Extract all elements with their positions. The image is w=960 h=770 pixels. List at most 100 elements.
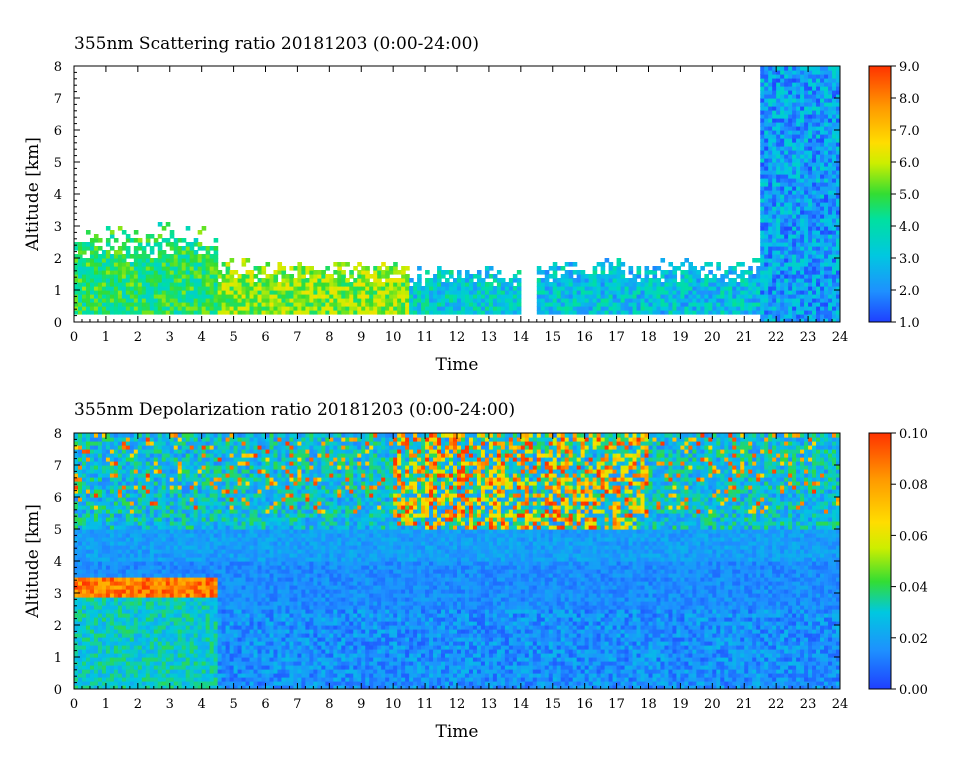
heatmap-cell <box>812 310 817 315</box>
heatmap-cell <box>85 258 91 263</box>
heatmap-cell <box>800 134 805 139</box>
heatmap-cell <box>788 118 793 123</box>
heatmap-cell <box>508 294 514 299</box>
heatmap-cell <box>389 306 394 311</box>
heatmap-cell <box>105 254 111 259</box>
heatmap-cell <box>117 533 123 538</box>
heatmap-cell <box>77 473 83 478</box>
heatmap-cell <box>449 282 454 287</box>
heatmap-cell <box>800 78 805 83</box>
heatmap-cell <box>484 290 490 295</box>
heatmap-cell <box>708 302 713 307</box>
heatmap-cell <box>74 561 79 566</box>
heatmap-cell <box>484 302 490 307</box>
y-tick-label: 1 <box>54 284 62 299</box>
heatmap-cell <box>153 577 159 582</box>
heatmap-cell <box>464 306 470 311</box>
heatmap-cell <box>480 306 486 311</box>
heatmap-cell <box>185 266 191 271</box>
heatmap-cell <box>117 597 123 602</box>
heatmap-cell <box>580 282 586 287</box>
heatmap-cell <box>464 274 470 279</box>
heatmap-cell <box>74 461 79 466</box>
heatmap-cell <box>129 266 135 271</box>
heatmap-cell <box>121 469 127 474</box>
heatmap-cell <box>816 114 821 119</box>
heatmap-cell <box>800 258 805 263</box>
heatmap-cell <box>824 134 829 139</box>
heatmap-cell <box>89 593 95 598</box>
heatmap-cell <box>177 254 183 259</box>
heatmap-cell <box>157 489 163 494</box>
heatmap-cell <box>257 286 263 291</box>
heatmap-cell <box>688 262 693 267</box>
heatmap-cell <box>536 306 542 311</box>
heatmap-cell <box>93 513 99 518</box>
heatmap-cell <box>121 453 127 458</box>
heatmap-cell <box>468 274 474 279</box>
heatmap-cell <box>764 254 769 259</box>
heatmap-cell <box>608 306 614 311</box>
heatmap-cell <box>756 294 761 299</box>
heatmap-cell <box>101 625 107 630</box>
heatmap-cell <box>800 294 805 299</box>
heatmap-cell <box>788 262 793 267</box>
heatmap-cell <box>157 629 163 634</box>
heatmap-cell <box>804 234 809 239</box>
heatmap-cell <box>157 254 163 259</box>
heatmap-cell <box>820 302 825 307</box>
heatmap-cell <box>121 681 127 686</box>
heatmap-cell <box>616 306 622 311</box>
heatmap-cell <box>397 270 402 275</box>
heatmap-cell <box>796 146 801 151</box>
heatmap-cell <box>309 286 314 291</box>
heatmap-cell <box>672 286 678 291</box>
heatmap-cell <box>445 290 450 295</box>
heatmap-cell <box>89 653 95 658</box>
heatmap-cell <box>788 298 793 303</box>
heatmap-cell <box>141 517 147 522</box>
heatmap-cell <box>133 585 139 590</box>
heatmap-cell <box>117 565 123 570</box>
heatmap-cell <box>824 210 829 215</box>
heatmap-cell <box>125 665 131 670</box>
heatmap-cell <box>496 298 502 303</box>
heatmap-cell <box>792 218 797 223</box>
heatmap-cell <box>117 529 123 534</box>
heatmap-cell <box>449 310 454 315</box>
heatmap-cell <box>145 677 151 682</box>
heatmap-cell <box>772 226 777 231</box>
heatmap-cell <box>85 274 91 279</box>
heatmap-cell <box>93 306 99 311</box>
heatmap-cell <box>764 198 769 203</box>
heatmap-cell <box>453 290 458 295</box>
heatmap-cell <box>361 306 366 311</box>
heatmap-cell <box>137 553 143 558</box>
heatmap-cell <box>129 665 135 670</box>
heatmap-cell <box>784 178 789 183</box>
heatmap-cell <box>113 457 119 462</box>
heatmap-cell <box>193 274 199 279</box>
heatmap-cell <box>788 194 793 199</box>
heatmap-cell <box>133 681 139 686</box>
heatmap-cell <box>81 473 87 478</box>
heatmap-cell <box>153 266 159 271</box>
heatmap-cell <box>828 258 833 263</box>
heatmap-cell <box>125 250 131 255</box>
heatmap-cell <box>544 278 550 283</box>
heatmap-cell <box>760 318 765 322</box>
heatmap-cell <box>85 569 91 574</box>
heatmap-cell <box>568 306 574 311</box>
heatmap-cell <box>768 274 773 279</box>
heatmap-cell <box>836 122 840 127</box>
heatmap-cell <box>640 298 646 303</box>
heatmap-cell <box>804 130 809 135</box>
heatmap-cell <box>780 246 785 251</box>
heatmap-cell <box>796 318 801 322</box>
heatmap-cell <box>828 170 833 175</box>
heatmap-cell <box>800 314 805 319</box>
heatmap-cell <box>688 310 693 315</box>
heatmap-cell <box>684 290 689 295</box>
heatmap-cell <box>373 298 378 303</box>
heatmap-cell <box>401 286 406 291</box>
